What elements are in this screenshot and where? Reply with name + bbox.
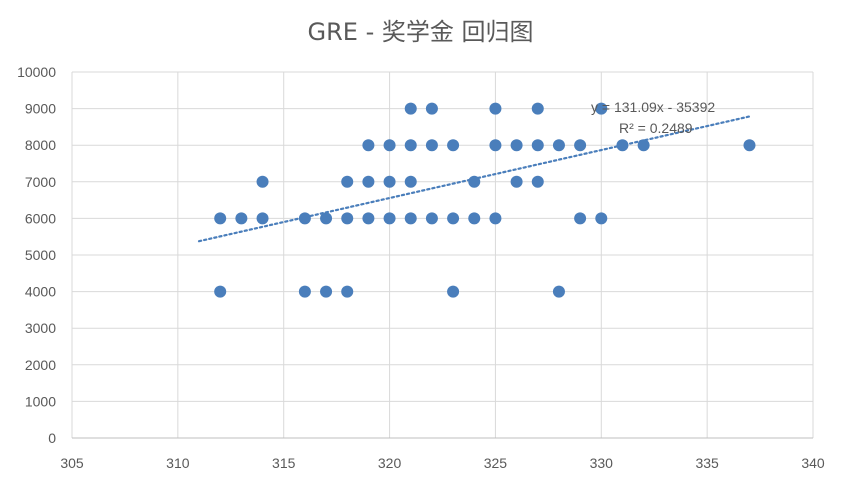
y-tick-label: 7000 <box>25 174 56 190</box>
data-point <box>425 212 438 225</box>
data-point <box>468 212 481 225</box>
data-point <box>616 139 629 152</box>
data-point <box>510 139 523 152</box>
data-point <box>404 102 417 115</box>
y-tick-label: 10000 <box>17 64 56 80</box>
data-point <box>404 212 417 225</box>
y-tick-label: 1000 <box>25 393 56 409</box>
x-tick-label: 340 <box>801 455 825 471</box>
data-point <box>256 175 269 188</box>
data-point <box>447 285 460 298</box>
data-point <box>383 212 396 225</box>
data-point <box>341 285 354 298</box>
data-point <box>489 139 502 152</box>
data-point <box>531 102 544 115</box>
data-point <box>404 139 417 152</box>
y-tick-label: 0 <box>48 430 56 446</box>
data-point <box>362 175 375 188</box>
data-point <box>362 139 375 152</box>
x-tick-label: 325 <box>484 455 508 471</box>
data-point <box>447 212 460 225</box>
annotation-layer: y = 131.09x - 35392 R² = 0.2489 <box>591 99 715 136</box>
data-point <box>214 212 227 225</box>
data-point <box>256 212 269 225</box>
x-tick-label: 315 <box>272 455 296 471</box>
x-tick-label: 335 <box>695 455 719 471</box>
data-point <box>552 285 565 298</box>
data-point <box>298 212 311 225</box>
data-point <box>489 212 502 225</box>
data-point <box>552 139 565 152</box>
data-point <box>214 285 227 298</box>
trendline-equation: y = 131.09x - 35392 <box>591 99 715 115</box>
x-tick-label: 310 <box>166 455 190 471</box>
y-tick-label: 9000 <box>25 101 56 117</box>
chart-title: GRE - 奖学金 回归图 <box>307 18 534 46</box>
y-tick-label: 6000 <box>25 210 56 226</box>
data-point <box>743 139 756 152</box>
data-point <box>637 139 650 152</box>
x-tick-label: 330 <box>590 455 614 471</box>
x-tick-label: 305 <box>60 455 84 471</box>
data-point <box>447 139 460 152</box>
data-point <box>595 102 608 115</box>
data-point <box>531 175 544 188</box>
y-tick-label: 4000 <box>25 284 56 300</box>
x-tick-label: 320 <box>378 455 402 471</box>
y-tick-label: 5000 <box>25 247 56 263</box>
data-point <box>489 102 502 115</box>
data-point <box>298 285 311 298</box>
axis-layer: 0 1000 2000 3000 4000 5000 6000 7000 8000 9000 100… <box>17 64 825 471</box>
y-tick-label: 2000 <box>25 357 56 373</box>
data-point <box>595 212 608 225</box>
data-point <box>468 175 481 188</box>
data-point <box>383 175 396 188</box>
data-point <box>404 175 417 188</box>
data-point <box>531 139 544 152</box>
y-tick-label: 3000 <box>25 320 56 336</box>
data-point <box>341 212 354 225</box>
y-tick-label: 8000 <box>25 137 56 153</box>
data-point <box>320 212 333 225</box>
data-point <box>362 212 375 225</box>
data-point <box>574 139 587 152</box>
trendline-r-squared: R² = 0.2489 <box>619 120 693 136</box>
data-point <box>341 175 354 188</box>
data-point <box>425 102 438 115</box>
data-point <box>425 139 438 152</box>
data-point <box>510 175 523 188</box>
points-layer <box>214 102 756 298</box>
data-point <box>574 212 587 225</box>
data-point <box>235 212 248 225</box>
data-point <box>383 139 396 152</box>
grid-layer <box>71 71 814 439</box>
data-point <box>320 285 333 298</box>
